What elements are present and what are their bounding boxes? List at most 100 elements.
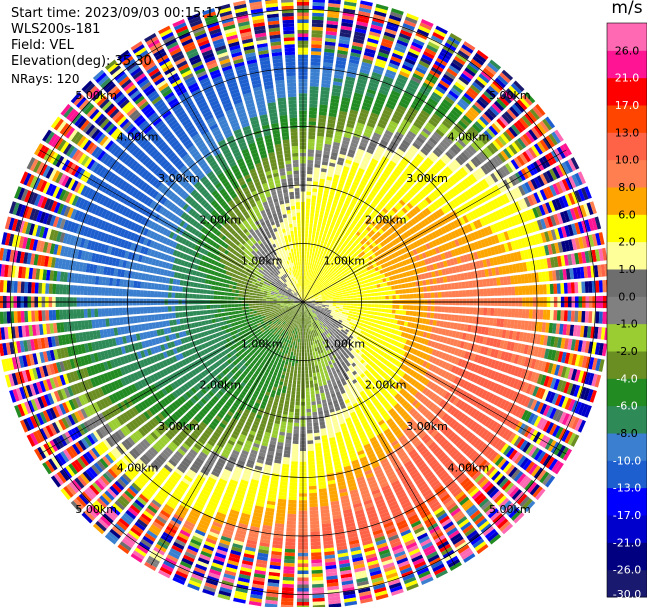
velocity-gate: [314, 213, 319, 218]
velocity-gate: [430, 152, 439, 160]
velocity-gate: [313, 170, 320, 175]
velocity-gate: [320, 262, 324, 267]
velocity-gate: [595, 280, 600, 293]
velocity-gate: [339, 213, 344, 218]
velocity-gate: [316, 245, 320, 250]
velocity-gate: [317, 132, 325, 137]
velocity-gate: [321, 295, 326, 298]
velocity-gate: [347, 119, 356, 125]
velocity-gate: [346, 69, 357, 75]
velocity-gate: [384, 182, 391, 189]
velocity-gate: [409, 288, 414, 293]
velocity-gate: [468, 61, 480, 72]
velocity-gate: [430, 116, 440, 125]
velocity-gate: [368, 82, 379, 89]
velocity-gate: [311, 198, 316, 203]
velocity-gate: [549, 283, 554, 294]
velocity-gate: [435, 199, 443, 207]
velocity-gate: [388, 62, 399, 70]
velocity-gate: [514, 139, 524, 151]
velocity-gate: [362, 313, 367, 317]
velocity-gate: [337, 227, 342, 233]
velocity-gate: [442, 153, 452, 163]
velocity-gate: [341, 237, 346, 243]
velocity-gate: [497, 75, 509, 86]
velocity-gate: [318, 296, 322, 299]
velocity-gate: [306, 202, 311, 206]
velocity-gate: [373, 311, 378, 316]
velocity-gate: [394, 46, 406, 54]
velocity-gate: [304, 286, 306, 290]
velocity-gate: [391, 52, 403, 60]
velocity-gate: [326, 201, 332, 206]
velocity-gate: [333, 273, 338, 278]
velocity-gate: [333, 279, 338, 283]
velocity-gate: [409, 311, 414, 316]
velocity-gate: [331, 252, 336, 257]
velocity-gate: [322, 157, 329, 163]
velocity-gate: [496, 98, 507, 109]
velocity-gate: [362, 287, 367, 291]
velocity-gate: [401, 64, 413, 72]
velocity-gate: [358, 7, 372, 14]
velocity-gate: [508, 85, 520, 97]
velocity-gate: [423, 293, 428, 299]
velocity-gate: [303, 272, 306, 276]
velocity-gate: [421, 252, 427, 259]
velocity-gate: [414, 35, 427, 44]
velocity-gate: [340, 146, 348, 152]
velocity-gate: [380, 264, 386, 269]
velocity-gate: [363, 154, 371, 161]
velocity-gate: [312, 2, 325, 7]
velocity-gate: [336, 219, 341, 225]
velocity-gate: [351, 139, 359, 145]
velocity-gate: [511, 103, 523, 115]
velocity-gate: [408, 282, 413, 288]
velocity-gate: [333, 138, 341, 144]
velocity-gate: [345, 212, 351, 217]
velocity-gate: [332, 304, 337, 307]
velocity-gate: [402, 294, 407, 299]
velocity-gate: [312, 278, 316, 282]
velocity-gate: [309, 107, 318, 112]
velocity-gate: [343, 269, 348, 273]
velocity-gate: [378, 228, 384, 235]
velocity-gate: [355, 250, 361, 255]
velocity-gate: [414, 262, 419, 268]
velocity-gate: [393, 49, 405, 57]
velocity-gate: [350, 142, 358, 148]
velocity-gate: [434, 255, 440, 262]
velocity-gate: [354, 317, 359, 321]
velocity-gate: [320, 279, 324, 283]
velocity-gate: [332, 181, 338, 186]
velocity-gate: [374, 266, 379, 272]
velocity-gate: [306, 324, 308, 329]
velocity-gate: [444, 291, 449, 298]
velocity-gate: [316, 139, 324, 144]
velocity-gate: [338, 201, 344, 207]
velocity-gate: [481, 132, 491, 143]
velocity-gate: [413, 69, 425, 78]
velocity-gate: [499, 167, 508, 177]
velocity-gate: [473, 156, 482, 166]
velocity-gate: [347, 174, 354, 181]
velocity-gate: [461, 95, 472, 105]
velocity-gate: [450, 221, 457, 230]
velocity-gate: [335, 265, 340, 270]
velocity-gate: [385, 304, 389, 309]
velocity-gate: [498, 208, 506, 219]
velocity-gate: [354, 177, 361, 183]
velocity-gate: [370, 75, 381, 82]
velocity-gate: [410, 218, 417, 225]
velocity-gate: [488, 125, 499, 136]
velocity-gate: [444, 70, 456, 80]
velocity-gate: [364, 211, 370, 217]
velocity-gate: [506, 230, 513, 240]
velocity-gate: [466, 175, 475, 185]
velocity-gate: [479, 288, 484, 297]
velocity-gate: [478, 135, 488, 145]
velocity-gate: [374, 251, 379, 257]
velocity-gate: [323, 150, 330, 156]
velocity-gate: [352, 180, 359, 186]
velocity-gate: [423, 218, 430, 226]
